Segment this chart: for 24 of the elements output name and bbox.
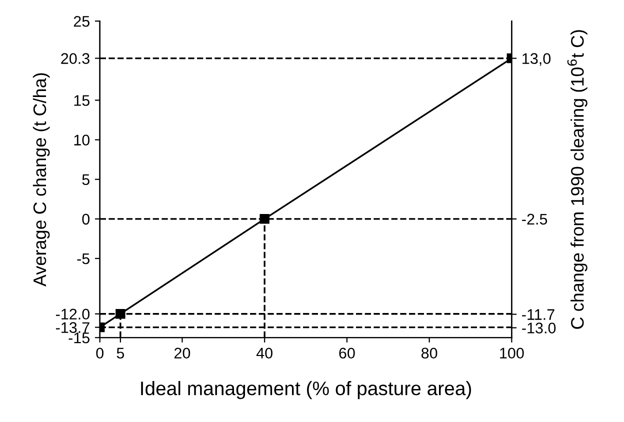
y-tick-label: -13.7 <box>56 322 90 333</box>
y2-tick-label: -11.7 <box>522 309 554 320</box>
x-tick-label: 100 <box>500 348 524 359</box>
x-tick-label: 60 <box>339 348 355 359</box>
x-tick-label: 80 <box>421 348 438 359</box>
y2-tick-label: -13.0 <box>522 322 556 334</box>
x-tick-label: 5 <box>116 348 124 359</box>
y-tick-label: 5 <box>82 174 90 186</box>
y2-tick-label: 13,0 <box>522 53 551 66</box>
x-tick-label: 0 <box>96 348 104 359</box>
x-tick-label: 40 <box>256 348 272 359</box>
y-tick-label: 10 <box>74 134 90 146</box>
y-tick-label: 25 <box>74 16 90 27</box>
y2-tick-label: -2.5 <box>522 214 548 225</box>
x-axis-title: Ideal management (% of pasture area) <box>141 381 472 400</box>
y-tick-label: 0 <box>82 214 90 225</box>
y2-axis-title: C change from 1990 clearing (10$^{6}$t C) <box>567 30 588 329</box>
y-tick-label: -12.0 <box>56 308 90 320</box>
y-tick-label: -15 <box>68 332 90 344</box>
y-tick-label: -5 <box>77 254 90 264</box>
y-tick-label: 20.3 <box>61 53 90 64</box>
y-axis-title: Average C change (t C/ha) <box>32 73 50 287</box>
x-tick-label: 20 <box>174 348 190 359</box>
y-tick-label: 15 <box>74 95 90 106</box>
